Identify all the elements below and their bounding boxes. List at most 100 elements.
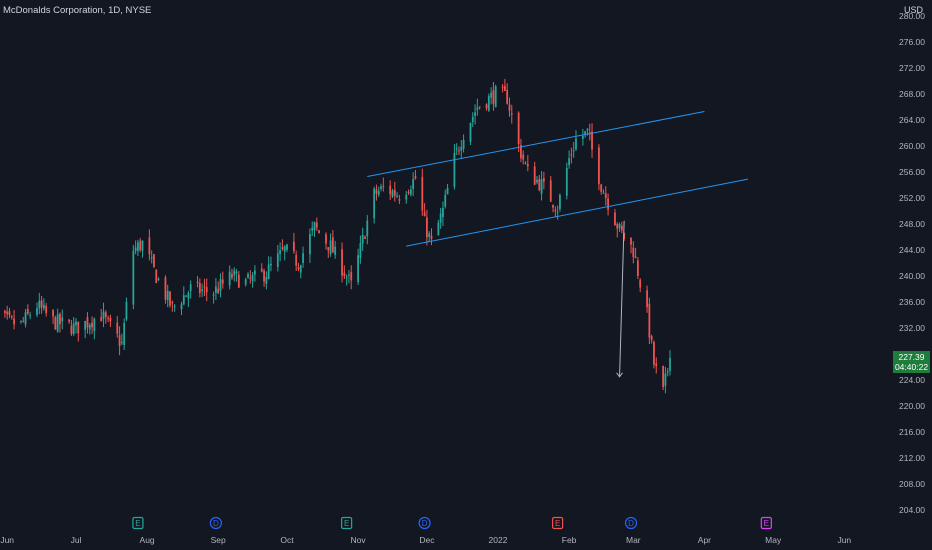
svg-text:D: D: [422, 519, 428, 528]
candle: [70, 319, 73, 336]
price-tick-label: 236.00: [899, 297, 925, 307]
candle: [180, 301, 183, 316]
channel-upper-line[interactable]: [367, 111, 705, 178]
candle: [549, 176, 552, 202]
candle: [487, 93, 490, 112]
candle: [40, 295, 43, 314]
price-axis[interactable]: 204.00208.00212.00216.00220.00224.00228.…: [899, 11, 925, 515]
candle: [428, 231, 431, 242]
candle: [570, 147, 573, 164]
earnings-marker[interactable]: E: [341, 516, 353, 530]
candle: [42, 298, 45, 311]
candle: [634, 247, 637, 259]
candle: [88, 322, 91, 335]
candle: [13, 309, 15, 330]
price-tick-label: 268.00: [899, 89, 925, 99]
time-tick-label: Feb: [562, 535, 577, 545]
candle: [524, 161, 527, 165]
candle: [396, 192, 398, 199]
candle: [389, 180, 392, 200]
earnings-marker[interactable]: E: [552, 516, 564, 530]
candle: [664, 366, 667, 394]
price-tick-label: 232.00: [899, 323, 925, 333]
candle: [568, 150, 570, 169]
price-tick-label: 260.00: [899, 141, 925, 151]
last-price-value: 227.39: [898, 352, 925, 362]
candle: [215, 278, 217, 300]
candle: [251, 272, 254, 288]
time-tick-label: Jun: [837, 535, 851, 545]
time-tick-label: 2022: [489, 535, 508, 545]
candle: [565, 162, 568, 200]
candle: [602, 189, 605, 194]
candle: [350, 265, 353, 290]
candle: [646, 285, 648, 313]
candle: [458, 146, 460, 156]
candle: [302, 246, 304, 268]
chart-drawings: [367, 111, 749, 378]
candle: [270, 256, 272, 272]
candle: [299, 264, 302, 279]
candle: [442, 201, 444, 227]
candle: [600, 183, 603, 195]
candle: [398, 194, 401, 205]
candle: [292, 232, 295, 254]
candle: [348, 270, 350, 284]
candle: [430, 228, 433, 246]
candle: [171, 300, 174, 312]
time-tick-label: Nov: [351, 535, 367, 545]
candle: [517, 111, 520, 153]
candle: [311, 221, 314, 236]
candle: [164, 275, 167, 304]
candle: [604, 186, 607, 206]
candle: [556, 205, 559, 220]
candle: [620, 221, 623, 234]
candle: [185, 295, 187, 297]
candle: [520, 138, 522, 163]
candle: [125, 297, 128, 322]
candle: [22, 316, 25, 323]
candle: [91, 316, 93, 334]
candle: [421, 168, 424, 216]
svg-text:E: E: [555, 519, 560, 528]
candle: [137, 239, 139, 256]
candle: [29, 311, 32, 320]
candle: [357, 248, 359, 285]
time-tick-label: Sep: [211, 535, 226, 545]
candle: [391, 188, 394, 198]
candle: [639, 278, 642, 293]
price-tick-label: 204.00: [899, 505, 925, 515]
candle: [260, 263, 263, 273]
candle: [444, 189, 447, 209]
candle: [24, 308, 27, 328]
candle: [616, 222, 619, 238]
candle: [637, 257, 639, 279]
candle: [559, 193, 561, 212]
candle: [536, 175, 538, 185]
candle: [414, 169, 417, 180]
candle: [72, 317, 75, 337]
candle: [169, 290, 171, 308]
candle: [453, 143, 456, 190]
price-tick-label: 208.00: [899, 479, 925, 489]
earnings-marker[interactable]: E: [760, 516, 772, 530]
channel-lower-line[interactable]: [406, 178, 749, 247]
projection-arrow[interactable]: [616, 220, 625, 378]
time-axis[interactable]: Jun Jul Aug Sep Oct Nov Dec 2022 Feb Mar Apr May Jun: [0, 535, 851, 545]
dividend-marker[interactable]: D: [209, 516, 223, 530]
candle: [380, 183, 382, 192]
candle: [359, 235, 362, 264]
candle: [93, 317, 96, 340]
candle: [38, 292, 41, 315]
candle: [554, 206, 557, 217]
price-tick-label: 248.00: [899, 219, 925, 229]
time-tick-label: Mar: [626, 535, 641, 545]
candle: [309, 228, 311, 263]
dividend-marker[interactable]: D: [624, 516, 638, 530]
dividend-marker[interactable]: D: [418, 516, 431, 530]
candle: [650, 334, 653, 344]
candle: [393, 181, 396, 202]
candle: [205, 278, 208, 302]
earnings-marker[interactable]: E: [132, 516, 144, 530]
